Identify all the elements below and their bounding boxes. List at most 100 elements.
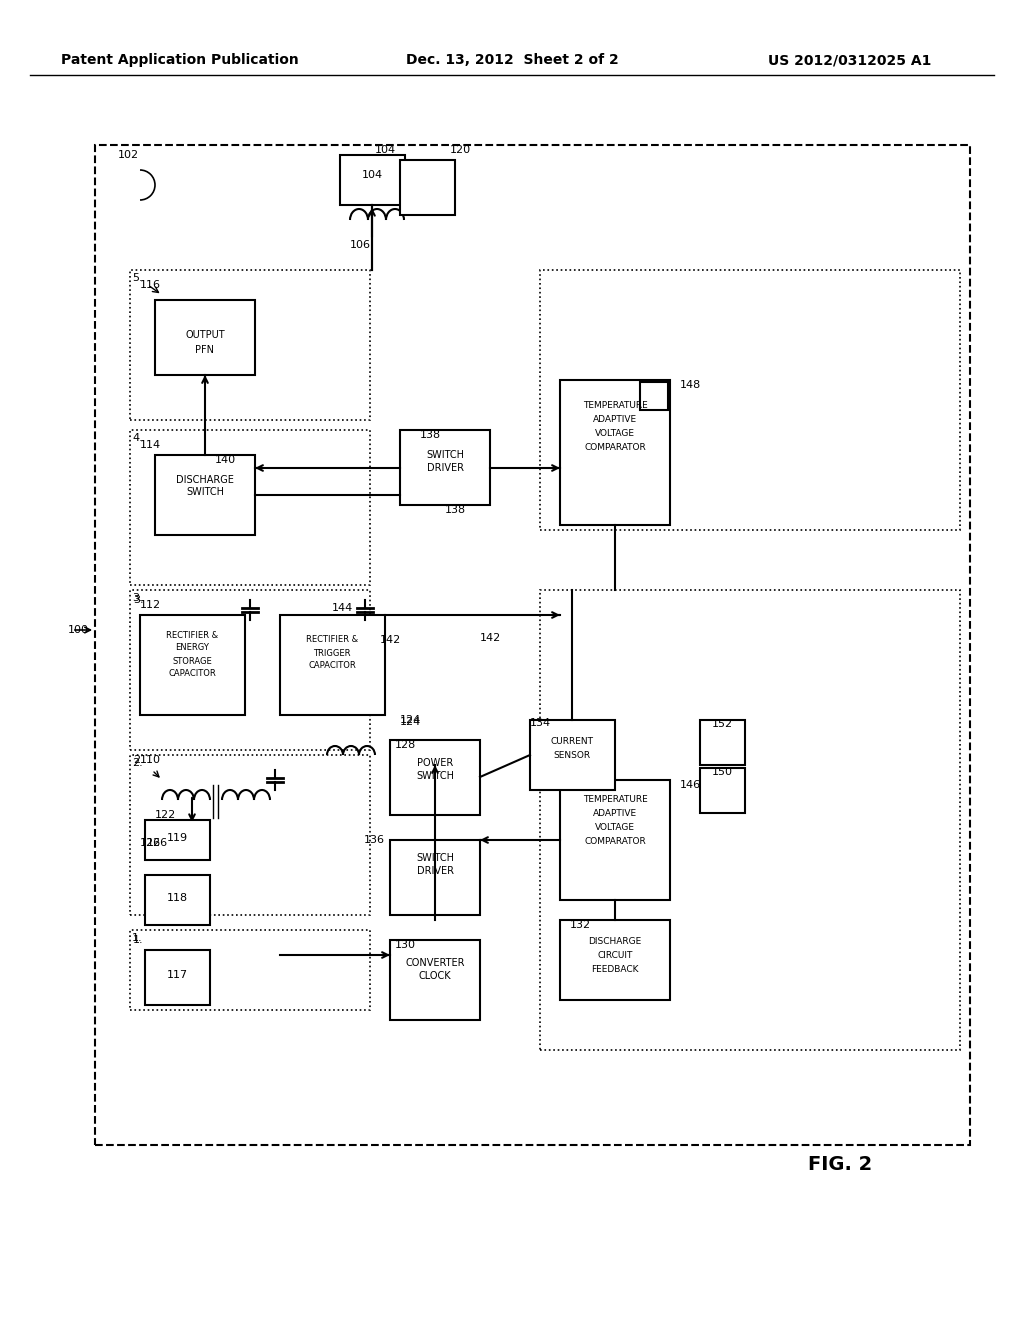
Bar xyxy=(560,380,670,525)
Text: 117: 117 xyxy=(167,970,187,979)
Text: RECTIFIER &: RECTIFIER & xyxy=(306,635,358,644)
Bar xyxy=(130,430,370,585)
Bar xyxy=(530,719,615,789)
Text: 100: 100 xyxy=(68,624,88,635)
Text: POWER: POWER xyxy=(417,758,454,768)
Text: SWITCH: SWITCH xyxy=(426,450,464,459)
Text: TRIGGER: TRIGGER xyxy=(313,648,351,657)
Bar xyxy=(155,300,255,375)
Bar xyxy=(130,931,370,1010)
Text: STORAGE: STORAGE xyxy=(172,656,212,665)
Text: COMPARATOR: COMPARATOR xyxy=(584,837,646,846)
Text: OUTPUT: OUTPUT xyxy=(185,330,225,341)
Text: CURRENT: CURRENT xyxy=(551,738,594,747)
Text: CAPACITOR: CAPACITOR xyxy=(168,669,216,678)
Text: VOLTAGE: VOLTAGE xyxy=(595,824,635,833)
Text: 2.: 2. xyxy=(132,758,142,768)
Text: ADAPTIVE: ADAPTIVE xyxy=(593,414,637,424)
Text: 144: 144 xyxy=(332,603,353,612)
Text: 142: 142 xyxy=(380,635,401,645)
Text: 116: 116 xyxy=(140,280,161,290)
Bar xyxy=(560,780,670,900)
Text: ADAPTIVE: ADAPTIVE xyxy=(593,809,637,818)
Text: 136: 136 xyxy=(364,836,385,845)
Text: 104: 104 xyxy=(361,170,383,180)
Text: 124: 124 xyxy=(400,717,421,727)
Text: 134: 134 xyxy=(530,718,551,729)
Bar xyxy=(700,768,745,813)
Text: 146: 146 xyxy=(680,780,701,789)
Text: Patent Application Publication: Patent Application Publication xyxy=(61,53,299,67)
Text: SWITCH: SWITCH xyxy=(416,771,454,781)
Bar xyxy=(95,145,970,1144)
Text: COMPARATOR: COMPARATOR xyxy=(584,442,646,451)
Bar xyxy=(540,590,961,1049)
Bar xyxy=(640,381,668,411)
Bar xyxy=(130,755,370,915)
Text: 104: 104 xyxy=(375,145,396,154)
Text: 130: 130 xyxy=(395,940,416,950)
Text: CLOCK: CLOCK xyxy=(419,972,452,981)
Bar xyxy=(390,741,480,814)
Bar xyxy=(390,940,480,1020)
Text: PFN: PFN xyxy=(196,345,214,355)
Text: 152: 152 xyxy=(712,719,733,729)
Text: 4.: 4. xyxy=(132,433,142,444)
Text: 120: 120 xyxy=(450,145,471,154)
Text: 142: 142 xyxy=(479,634,501,643)
Bar xyxy=(540,271,961,531)
Text: 122: 122 xyxy=(155,810,176,820)
Text: US 2012/0312025 A1: US 2012/0312025 A1 xyxy=(768,53,932,67)
Bar xyxy=(340,154,406,205)
Text: 138: 138 xyxy=(420,430,440,440)
Text: SENSOR: SENSOR xyxy=(553,751,591,759)
Text: ENERGY: ENERGY xyxy=(175,644,209,652)
Text: DRIVER: DRIVER xyxy=(417,866,454,876)
Text: 3.: 3. xyxy=(132,593,142,603)
Text: 118: 118 xyxy=(167,894,187,903)
Bar xyxy=(400,160,455,215)
Text: 112: 112 xyxy=(140,601,161,610)
Text: DISCHARGE: DISCHARGE xyxy=(176,475,233,484)
Text: CAPACITOR: CAPACITOR xyxy=(308,661,356,671)
Text: 3.: 3. xyxy=(133,595,143,605)
Text: 5.: 5. xyxy=(132,273,142,282)
Text: SWITCH: SWITCH xyxy=(186,487,224,498)
Bar xyxy=(280,615,385,715)
Bar xyxy=(155,455,255,535)
Text: 140: 140 xyxy=(215,455,237,465)
Text: 114: 114 xyxy=(140,440,161,450)
Text: 150: 150 xyxy=(712,767,733,777)
Bar xyxy=(400,430,490,506)
Bar xyxy=(130,590,370,750)
Bar xyxy=(145,875,210,925)
Text: 1.: 1. xyxy=(132,933,142,942)
Text: CONVERTER: CONVERTER xyxy=(406,958,465,968)
Text: 132: 132 xyxy=(570,920,591,931)
Bar xyxy=(560,920,670,1001)
Text: 126: 126 xyxy=(147,838,168,847)
Text: 2.: 2. xyxy=(133,755,143,766)
Text: FEEDBACK: FEEDBACK xyxy=(591,965,639,974)
Bar xyxy=(140,615,245,715)
Text: TEMPERATURE: TEMPERATURE xyxy=(583,400,647,409)
Text: DISCHARGE: DISCHARGE xyxy=(589,937,642,946)
Text: 102: 102 xyxy=(118,150,139,160)
Text: 124: 124 xyxy=(400,715,421,725)
Text: 1.: 1. xyxy=(133,935,143,945)
Text: Dec. 13, 2012  Sheet 2 of 2: Dec. 13, 2012 Sheet 2 of 2 xyxy=(406,53,618,67)
Text: FIG. 2: FIG. 2 xyxy=(808,1155,872,1175)
Text: CIRCUIT: CIRCUIT xyxy=(597,952,633,961)
Text: 128: 128 xyxy=(395,741,416,750)
Bar xyxy=(145,820,210,861)
Bar xyxy=(130,271,370,420)
Text: SWITCH: SWITCH xyxy=(416,853,454,863)
Text: 126: 126 xyxy=(140,838,161,847)
Text: VOLTAGE: VOLTAGE xyxy=(595,429,635,437)
Text: TEMPERATURE: TEMPERATURE xyxy=(583,796,647,804)
Text: 106: 106 xyxy=(349,240,371,249)
Bar xyxy=(390,840,480,915)
Text: 148: 148 xyxy=(680,380,701,389)
Bar xyxy=(700,719,745,766)
Text: 119: 119 xyxy=(167,833,187,843)
